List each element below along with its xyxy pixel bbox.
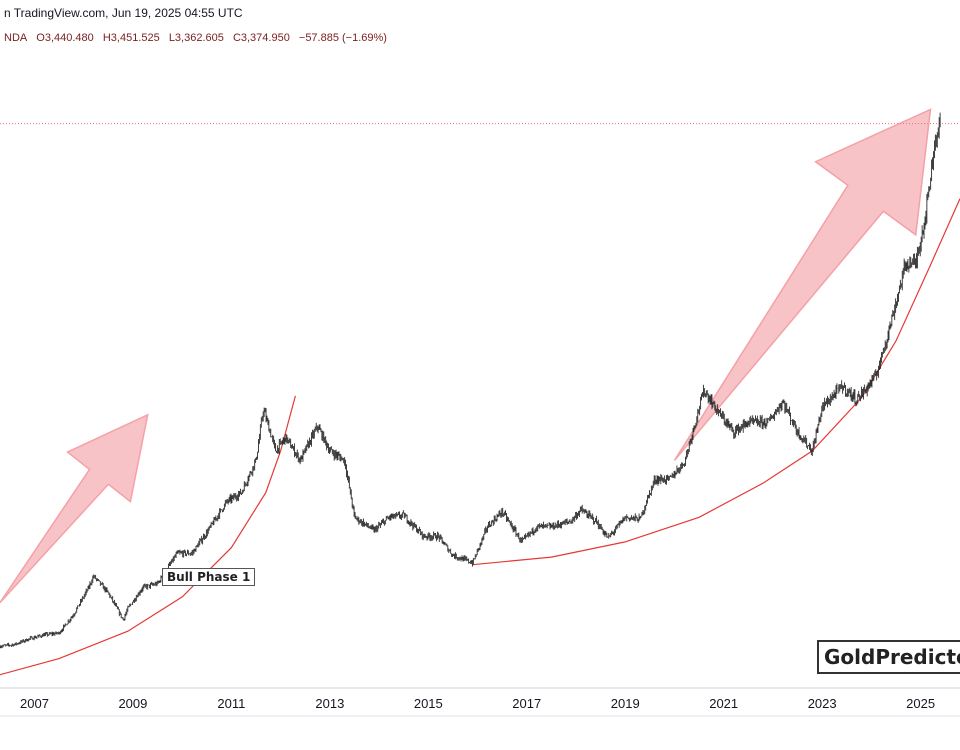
x-tick-label: 2017 [512,696,541,711]
change-value: −57.885 (−1.69%) [298,32,387,44]
x-tick-label: 2007 [20,696,49,711]
trend-arrow-2 [673,108,932,461]
publisher-timestamp: n TradingView.com, Jun 19, 2025 04:55 UT… [4,6,243,20]
symbol-fragment: NDA [4,32,28,44]
chart-source-line: n TradingView.com, Jun 19, 2025 04:55 UT… [4,6,243,20]
low-value: L3,362.605 [168,32,224,44]
close-value: C3,374.950 [232,32,290,44]
trend-arrows [0,108,932,604]
open-value: O3,440.480 [36,32,94,44]
x-tick-label: 2019 [611,696,640,711]
ohlc-legend: NDA O3,440.480 H3,451.525 L3,362.605 C3,… [4,32,393,44]
watermark-logo: GoldPredictor [817,640,960,674]
x-tick-label: 2009 [118,696,147,711]
x-tick-label: 2025 [906,696,935,711]
x-tick-label: 2015 [414,696,443,711]
candles [0,112,941,649]
x-tick-label: 2023 [808,696,837,711]
support-curve-2 [472,198,960,566]
x-axis-ticks: 2007 2009 2011 2013 2015 2017 2019 2021 2023 2025 [20,696,935,711]
x-tick-label: 2021 [709,696,738,711]
bull-phase-label: Bull Phase 1 [162,568,256,586]
high-value: H3,451.525 [102,32,160,44]
x-tick-label: 2013 [315,696,344,711]
x-tick-label: 2011 [217,696,245,711]
trend-arrow-1 [0,413,149,604]
